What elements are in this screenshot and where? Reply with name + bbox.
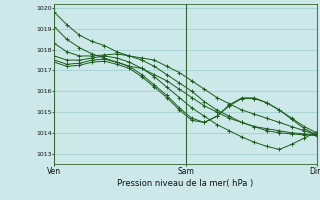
X-axis label: Pression niveau de la mer( hPa ): Pression niveau de la mer( hPa ) — [117, 179, 254, 188]
